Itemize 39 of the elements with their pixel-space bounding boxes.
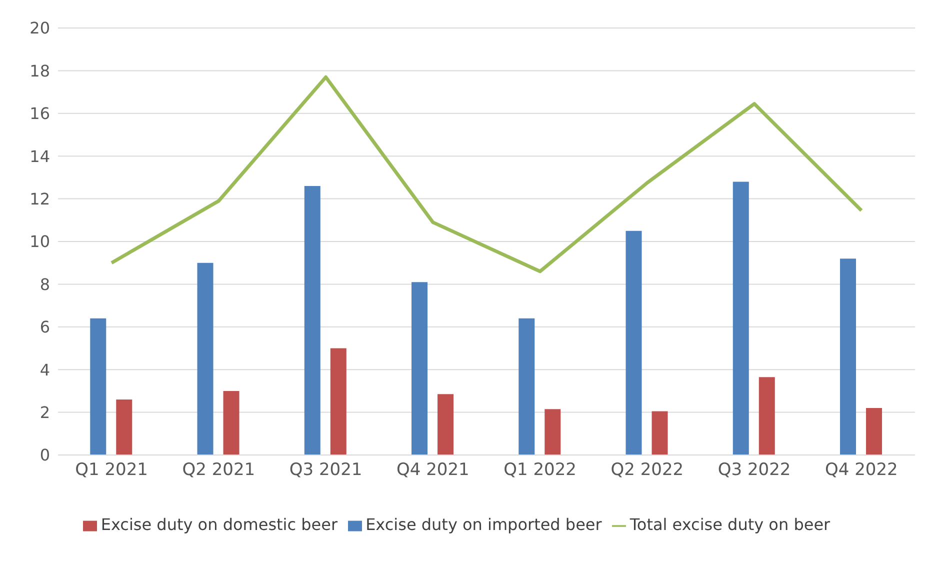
bar bbox=[304, 186, 320, 455]
y-tick-label: 10 bbox=[30, 232, 50, 252]
x-tick-label: Q1 2022 bbox=[504, 460, 576, 480]
bar bbox=[866, 408, 882, 455]
x-tick-label: Q1 2021 bbox=[75, 460, 148, 480]
y-tick-label: 12 bbox=[30, 189, 50, 208]
bar bbox=[652, 411, 668, 455]
legend-label: Excise duty on domestic beer bbox=[100, 515, 338, 534]
line-series bbox=[110, 75, 864, 274]
x-tick-label: Q4 2021 bbox=[396, 460, 470, 480]
bar bbox=[223, 390, 240, 455]
y-tick-label: 16 bbox=[30, 104, 50, 124]
bar bbox=[840, 258, 856, 455]
bar bbox=[626, 230, 642, 455]
y-tick-label: 18 bbox=[30, 61, 50, 80]
y-tick-label: 6 bbox=[40, 318, 50, 337]
y-tick-label: 2 bbox=[40, 402, 50, 422]
bar bbox=[412, 282, 428, 455]
x-tick-label: Q3 2022 bbox=[718, 460, 791, 480]
bar bbox=[197, 262, 214, 455]
bar bbox=[330, 348, 346, 455]
bar bbox=[116, 399, 132, 455]
bar bbox=[732, 182, 749, 455]
legend-label: Excise duty on imported beer bbox=[366, 515, 602, 534]
bar bbox=[518, 318, 535, 455]
y-tick-label: 14 bbox=[30, 146, 50, 166]
bar bbox=[90, 318, 106, 455]
x-tick-label: Q2 2021 bbox=[182, 460, 256, 480]
bar bbox=[438, 394, 454, 455]
y-tick-label: 20 bbox=[30, 18, 50, 38]
x-tick-label: Q4 2022 bbox=[825, 460, 898, 480]
x-tick-label: Q2 2022 bbox=[610, 460, 684, 480]
bar bbox=[758, 377, 775, 455]
x-tick-label: Q3 2021 bbox=[289, 460, 362, 480]
y-tick-label: 8 bbox=[40, 274, 50, 294]
bar bbox=[544, 409, 561, 455]
legend-label: Total excise duty on beer bbox=[630, 515, 830, 534]
y-tick-label: 0 bbox=[40, 446, 50, 465]
y-tick-label: 4 bbox=[40, 360, 50, 380]
